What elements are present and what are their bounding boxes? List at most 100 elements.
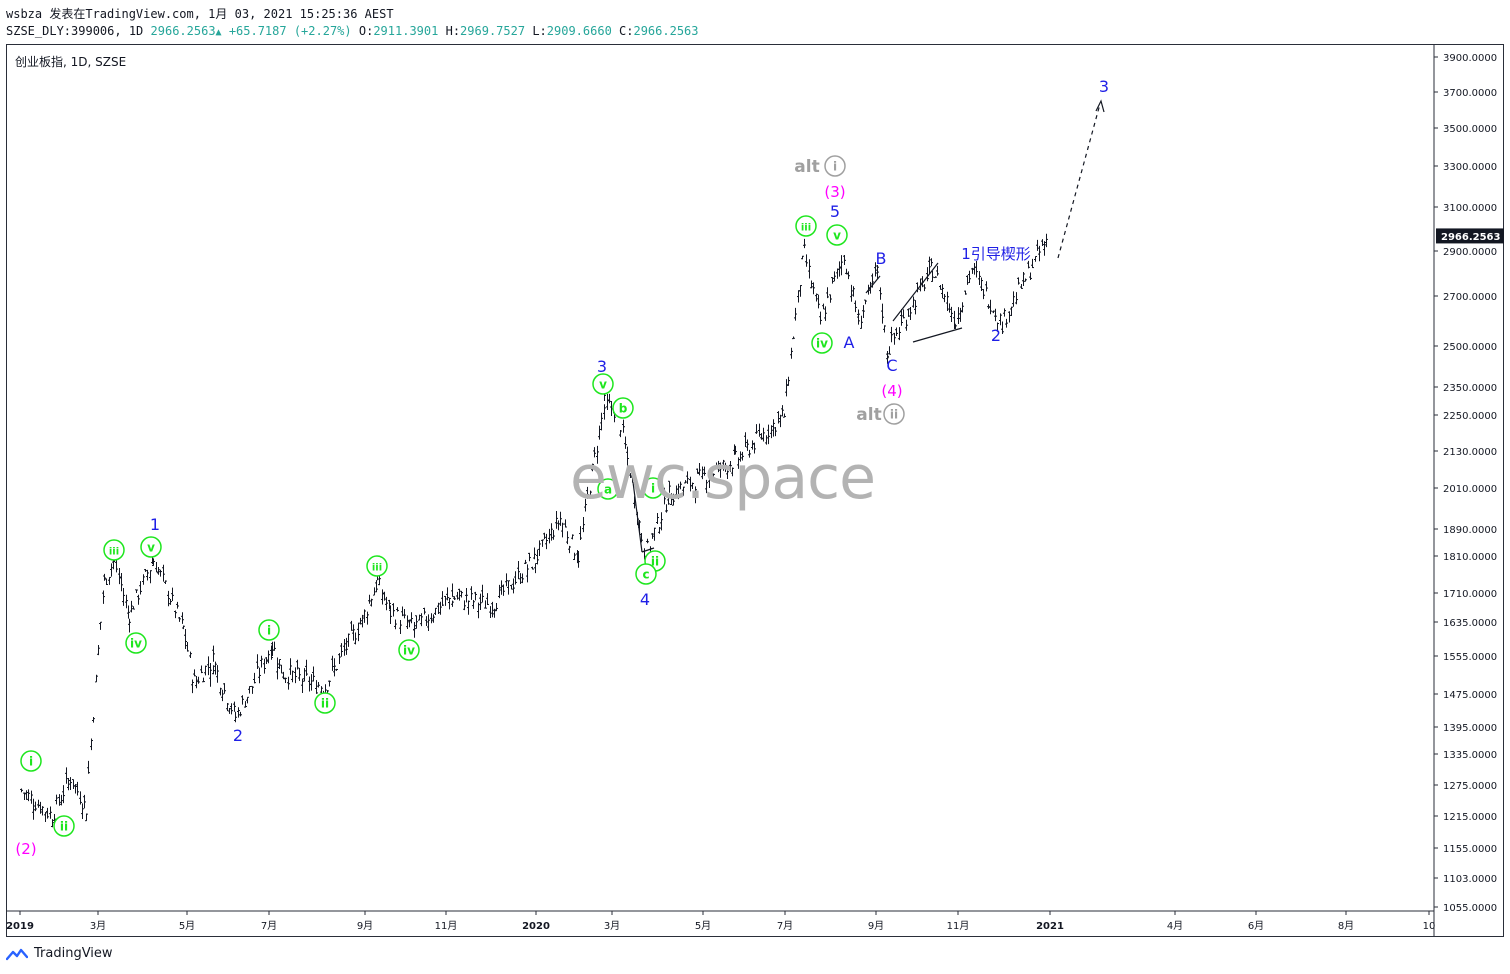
wave-circle	[795, 215, 817, 237]
wave-circle	[125, 632, 147, 654]
trendline	[632, 481, 643, 553]
wave-label-i-circled: i	[824, 155, 846, 177]
wave-label-iv-circled: iv	[398, 639, 420, 661]
wave-label-text: ii	[651, 555, 659, 569]
price-tick-label: 1055.0000	[1443, 903, 1497, 914]
author[interactable]: wsbza	[6, 7, 43, 21]
wave-label-alt: alt	[794, 157, 819, 177]
price-tick-label: 1810.0000	[1443, 552, 1497, 563]
price-tick-label: 2130.0000	[1443, 447, 1497, 458]
time-tick-label: 10	[1423, 921, 1436, 932]
wave-label-text: iv	[130, 637, 142, 651]
wave-circle	[612, 397, 634, 419]
price-tick-label: 1215.0000	[1443, 812, 1497, 823]
time-tick-label: 9月	[357, 920, 373, 932]
close-value: 2966.2563	[633, 24, 699, 38]
arrowhead-icon	[1095, 99, 1105, 113]
symbol-line: SZSE_DLY:399006, 1D	[6, 24, 144, 38]
time-tick-label: 3月	[604, 920, 620, 932]
trendline	[912, 327, 963, 343]
time-tick-label: 11月	[435, 920, 458, 932]
time-tick-label: 7月	[261, 920, 277, 932]
wave-label-i-circled: i	[20, 750, 42, 772]
chart-frame	[6, 44, 1504, 937]
price-tick-label: 2500.0000	[1443, 342, 1497, 353]
time-tick-label: 2019	[6, 921, 34, 932]
wave-circle	[824, 155, 846, 177]
wave-label-1引导楔形: 1引导楔形	[961, 245, 1031, 263]
time-tick-label: 2020	[522, 921, 550, 932]
price-tick-label: 3900.0000	[1443, 53, 1497, 64]
wave-label-(2): (2)	[15, 840, 36, 858]
last-price-tag	[1436, 228, 1504, 244]
time-tick-label: 7月	[777, 920, 793, 932]
wave-circle	[642, 477, 664, 499]
wave-circle	[398, 639, 420, 661]
price-tick-label: 2010.0000	[1443, 484, 1497, 495]
publish-text: 发表在TradingView.com, 1月 03, 2021 15:25:36…	[49, 7, 394, 21]
open-value: 2911.3901	[373, 24, 439, 38]
open-label: O:	[358, 24, 374, 38]
time-tick-label: 6月	[1248, 920, 1264, 932]
wave-label-text: ii	[60, 820, 68, 834]
wave-circle	[314, 692, 336, 714]
wave-circle	[635, 563, 657, 585]
wave-label-v-circled: v	[592, 373, 614, 395]
wave-circle	[592, 373, 614, 395]
wave-label-text: v	[599, 378, 607, 392]
wave-label-text: iv	[403, 644, 415, 658]
wave-label-text: iii	[801, 223, 811, 234]
low-value: 2909.6660	[546, 24, 612, 38]
wave-label-5: 5	[830, 202, 840, 221]
wave-label-text: i	[833, 160, 837, 174]
logo-text: TradingView	[34, 946, 113, 961]
tradingview-logo[interactable]: TradingView	[6, 946, 113, 961]
watermark: ewc.space	[570, 443, 876, 513]
price-tick-label: 1635.0000	[1443, 618, 1497, 629]
price-tick-label: 3300.0000	[1443, 162, 1497, 173]
price-tick-label: 2350.0000	[1443, 383, 1497, 394]
trendline	[865, 275, 881, 294]
wave-label-i-circled: i	[642, 477, 664, 499]
chart-title: 创业板指, 1D, SZSE	[15, 55, 127, 69]
publish-info: wsbza 发表在TradingView.com, 1月 03, 2021 15…	[6, 5, 394, 22]
wave-label-text: v	[147, 541, 155, 555]
wave-label-A: A	[844, 333, 855, 352]
wave-label-B: B	[876, 249, 887, 268]
wave-circle	[20, 750, 42, 772]
wave-label-text: iii	[109, 547, 119, 558]
wave-label-3: 3	[1099, 77, 1109, 96]
wave-label-(4): (4)	[881, 382, 902, 400]
time-tick-label: 8月	[1338, 920, 1354, 932]
wave-label-ii-circled: ii	[314, 692, 336, 714]
wave-label-text: ii	[890, 408, 898, 422]
wave-circle	[883, 403, 905, 425]
wave-label-i-circled: i	[258, 619, 280, 641]
price-tick-label: 1103.0000	[1443, 874, 1497, 885]
price-tick-label: 1890.0000	[1443, 525, 1497, 536]
wave-label-b-circled: b	[612, 397, 634, 419]
wave-label-2: 2	[233, 726, 243, 745]
wave-circle	[103, 539, 125, 561]
wave-label-v-circled: v	[140, 536, 162, 558]
time-tick-label: 11月	[947, 920, 970, 932]
price-tick-label: 1710.0000	[1443, 589, 1497, 600]
price-tick-label: 2700.0000	[1443, 292, 1497, 303]
ohlc-legend: SZSE_DLY:399006, 1D 2966.2563▲ +65.7187 …	[6, 24, 699, 38]
wave-label-iv-circled: iv	[811, 332, 833, 354]
wave-circle	[140, 536, 162, 558]
wave-label-4: 4	[640, 590, 650, 609]
time-tick-label: 2021	[1036, 921, 1064, 932]
wave-label-alt: alt	[856, 405, 881, 425]
time-tick-label: 5月	[695, 920, 711, 932]
wave-label-(3): (3)	[824, 183, 845, 201]
trendline-drawings	[632, 262, 963, 553]
price-tick-label: 1475.0000	[1443, 690, 1497, 701]
time-tick-label: 9月	[868, 920, 884, 932]
wave-label-text: iii	[372, 563, 382, 574]
wave-label-C: C	[886, 356, 897, 375]
wave-circle	[366, 555, 388, 577]
ohlc-bars	[20, 233, 1048, 828]
